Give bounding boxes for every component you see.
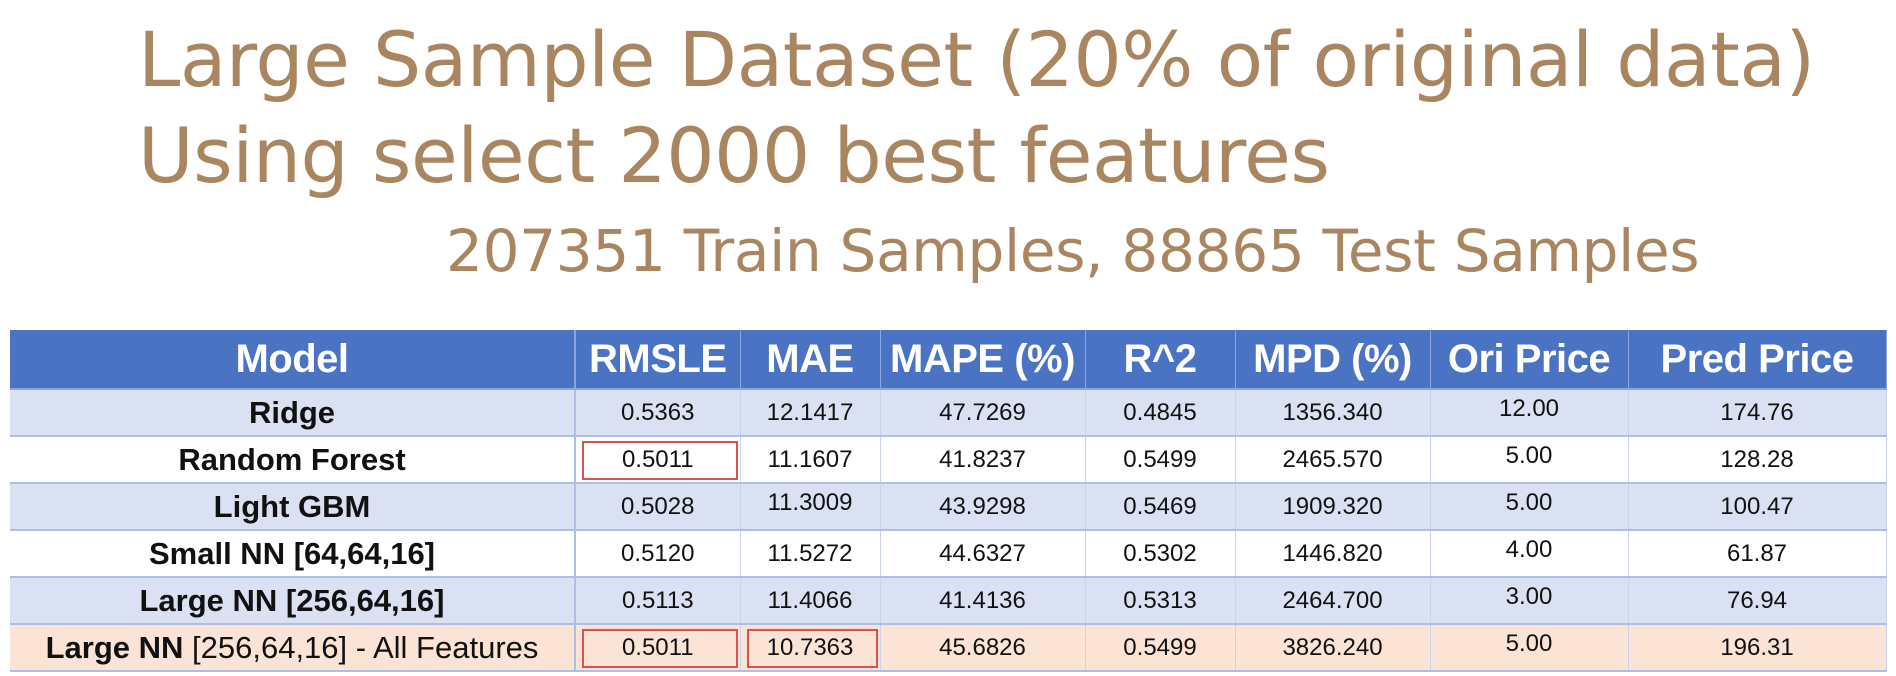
title-line-2: Using select 2000 best features [138,111,1330,200]
model-cell: Large NN [256,64,16] - All Features [10,624,576,672]
mape-cell: 47.7269 [880,389,1086,437]
mae-cell: 11.3009 [740,483,881,531]
ori-price-cell: 5.00 [1430,483,1629,531]
ori-price-cell: 12.00 [1430,389,1629,437]
model-cell: Ridge [10,389,576,437]
mpd-cell: 3826.240 [1235,624,1431,672]
model-name: Large NN [45,629,184,665]
results-table: Model RMSLE MAE MAPE (%) R^2 MPD (%) Ori… [10,330,1887,672]
mape-cell: 43.9298 [880,483,1086,531]
ori-price-cell: 4.00 [1430,530,1629,578]
rmsle-cell: 0.5113 [575,577,741,625]
model-name: Small NN [64,64,16] [148,535,436,571]
pred-price-cell: 61.87 [1628,530,1887,578]
mape-cell: 45.6826 [880,624,1086,672]
mae-cell: 11.5272 [740,530,881,578]
r2-cell: 0.5302 [1085,530,1236,578]
mae-value: 10.7363 [766,633,854,661]
pred-price-cell: 174.76 [1628,389,1887,437]
model-cell: Random Forest [10,436,576,484]
mae-cell: 11.1607 [740,436,881,484]
r2-cell: 0.5313 [1085,577,1236,625]
header-ori-price: Ori Price [1430,330,1629,390]
mpd-cell: 1356.340 [1235,389,1431,437]
header-mae: MAE [740,330,881,390]
model-name: Random Forest [178,441,406,477]
mpd-cell: 1446.820 [1235,530,1431,578]
r2-cell: 0.5469 [1085,483,1236,531]
model-name: Large NN [256,64,16] [139,582,445,618]
ori-price-value: 4.00 [1505,535,1553,563]
header-rmsle: RMSLE [575,330,741,390]
pred-price-cell: 196.31 [1628,624,1887,672]
table-row: Random Forest 0.5011 11.1607 41.8237 0.5… [10,436,1887,484]
header-mpd: MPD (%) [1235,330,1431,390]
rmsle-cell: 0.5363 [575,389,741,437]
ori-price-value: 5.00 [1505,629,1553,657]
ori-price-cell: 3.00 [1430,577,1629,625]
rmsle-cell: 0.5011 [575,436,741,484]
model-cell: Small NN [64,64,16] [10,530,576,578]
ori-price-value: 5.00 [1505,488,1553,516]
r2-cell: 0.4845 [1085,389,1236,437]
mae-cell: 10.7363 [740,624,881,672]
subtitle: 207351 Train Samples, 88865 Test Samples [446,217,1700,285]
mape-cell: 41.8237 [880,436,1086,484]
table-row: Large NN [256,64,16] 0.5113 11.4066 41.4… [10,577,1887,625]
table-row: Light GBM 0.5028 11.3009 43.9298 0.5469 … [10,483,1887,531]
model-name: Light GBM [213,488,371,524]
header-r2: R^2 [1085,330,1236,390]
ori-price-cell: 5.00 [1430,436,1629,484]
model-name-suffix: [256,64,16] - All Features [183,629,539,665]
rmsle-cell: 0.5028 [575,483,741,531]
r2-cell: 0.5499 [1085,436,1236,484]
mpd-cell: 2465.570 [1235,436,1431,484]
table-row: Small NN [64,64,16] 0.5120 11.5272 44.63… [10,530,1887,578]
table-row: Large NN [256,64,16] - All Features 0.50… [10,624,1887,672]
rmsle-cell: 0.5120 [575,530,741,578]
mae-value: 11.3009 [767,488,853,516]
model-name: Ridge [248,394,336,430]
header-mape: MAPE (%) [880,330,1086,390]
pred-price-cell: 100.47 [1628,483,1887,531]
mae-cell: 11.4066 [740,577,881,625]
pred-price-cell: 76.94 [1628,577,1887,625]
mpd-cell: 1909.320 [1235,483,1431,531]
model-cell: Large NN [256,64,16] [10,577,576,625]
ori-price-value: 3.00 [1505,582,1553,610]
mape-cell: 41.4136 [880,577,1086,625]
rmsle-value: 0.5011 [621,633,694,661]
header-pred-price: Pred Price [1628,330,1887,390]
mae-cell: 12.1417 [740,389,881,437]
model-cell: Light GBM [10,483,576,531]
title-line-1: Large Sample Dataset (20% of original da… [138,15,1815,104]
rmsle-value: 0.5011 [621,445,694,473]
rmsle-cell: 0.5011 [575,624,741,672]
table-row: Ridge 0.5363 12.1417 47.7269 0.4845 1356… [10,389,1887,437]
mpd-cell: 2464.700 [1235,577,1431,625]
ori-price-cell: 5.00 [1430,624,1629,672]
pred-price-cell: 128.28 [1628,436,1887,484]
ori-price-value: 12.00 [1498,394,1560,422]
header-row: Model RMSLE MAE MAPE (%) R^2 MPD (%) Ori… [10,330,1887,390]
header-model: Model [10,330,576,390]
mape-cell: 44.6327 [880,530,1086,578]
ori-price-value: 5.00 [1505,441,1553,469]
r2-cell: 0.5499 [1085,624,1236,672]
